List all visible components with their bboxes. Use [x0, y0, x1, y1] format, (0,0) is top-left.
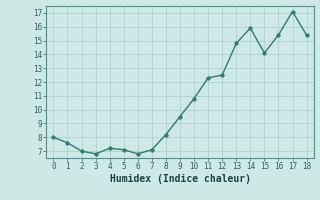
X-axis label: Humidex (Indice chaleur): Humidex (Indice chaleur) [109, 174, 251, 184]
